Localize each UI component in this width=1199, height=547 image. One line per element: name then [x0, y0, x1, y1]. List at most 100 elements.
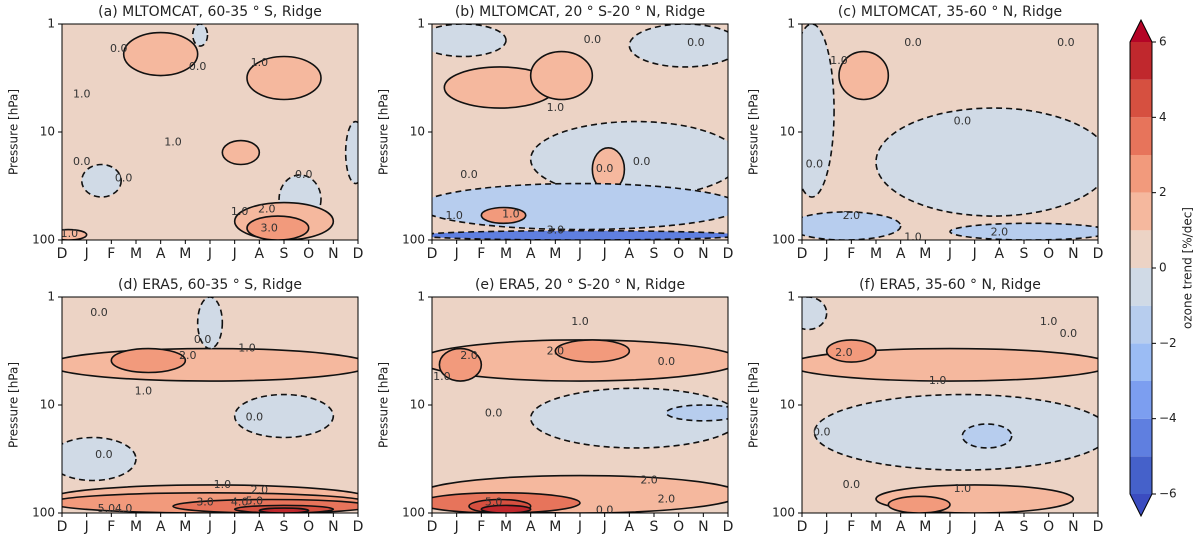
- y-tick-label: 100: [402, 506, 425, 520]
- x-tick-label: J: [84, 519, 89, 535]
- contour-label: 0.0: [1057, 36, 1075, 49]
- x-tick-label: D: [427, 246, 438, 262]
- contour-region: [246, 215, 310, 240]
- x-tick-label: S: [280, 246, 289, 262]
- contour-region: [196, 297, 224, 350]
- contour-label: 5.0: [98, 502, 116, 515]
- x-tick-label: O: [673, 519, 684, 535]
- contour-region: [529, 50, 594, 101]
- x-tick-label: N: [1068, 519, 1078, 535]
- contour-region: [80, 163, 123, 198]
- contour-label: 3.0: [547, 224, 565, 237]
- contour-region: [825, 339, 877, 363]
- contour-label: 1.0: [904, 231, 922, 244]
- contour-region: [875, 107, 1098, 217]
- plot-area: 2.01.01.00.00.00.0 1.0: [802, 297, 1098, 513]
- contour-label: 2.0: [843, 209, 861, 222]
- contour-region: [122, 31, 199, 77]
- contour-region: [432, 182, 728, 231]
- x-tick-label: D: [723, 519, 734, 535]
- x-tick-label: J: [577, 246, 582, 262]
- contour-label: 5.0: [485, 496, 503, 509]
- colorbar-band: [1130, 155, 1152, 193]
- contour-label: 1.0: [164, 135, 182, 148]
- contour-label: 0.0: [90, 306, 108, 319]
- x-tick-label: M: [130, 246, 142, 262]
- x-tick-label: N: [328, 519, 338, 535]
- contour-label: 0.0: [485, 407, 503, 420]
- contour-region: [432, 229, 728, 240]
- contour-region: [628, 24, 728, 68]
- x-tick-label: N: [698, 246, 708, 262]
- x-tick-label: D: [427, 519, 438, 535]
- contour-region: [480, 504, 532, 513]
- contour-label: 1.0: [433, 370, 451, 383]
- contour-label: 0.0: [687, 36, 705, 49]
- x-tick-label: J: [602, 519, 607, 535]
- y-tick-label: 10: [780, 125, 795, 139]
- x-tick-label: N: [328, 246, 338, 262]
- x-tick-label: J: [454, 519, 459, 535]
- plot-area: 0.0 0.0 1.0 1.0 1.0 0.0 0.0 0.0 1.0 2.0 3.0 1.0: [62, 24, 358, 240]
- x-tick-label: A: [896, 519, 906, 535]
- contour-label: 2.0: [991, 225, 1009, 238]
- contour-label: 2.0: [179, 349, 197, 362]
- x-tick-label: O: [303, 519, 314, 535]
- colorbar-tick-label: 0: [1159, 261, 1167, 275]
- contour-label: 0.0: [813, 426, 831, 439]
- colorbar-tick-label: 6: [1159, 35, 1167, 49]
- contour-label: 1.0: [502, 207, 520, 220]
- contour-label: 0.0: [189, 60, 207, 73]
- x-tick-label: N: [1068, 246, 1078, 262]
- contour-label: 0.0: [843, 478, 861, 491]
- contour-region: [438, 347, 483, 382]
- contour-label: 0.0: [115, 172, 133, 185]
- y-axis-label: Pressure [hPa]: [747, 362, 761, 448]
- x-tick-label: A: [255, 246, 265, 262]
- x-tick-label: M: [179, 246, 191, 262]
- contour-region: [110, 347, 187, 374]
- panel-title: (e) ERA5, 20 ° S-20 ° N, Ridge: [475, 277, 685, 293]
- colorbar-band: [1130, 117, 1152, 155]
- x-tick-label: D: [797, 246, 808, 262]
- contour-label: 1.0: [929, 374, 947, 387]
- contour-region: [813, 393, 1098, 471]
- panel-title: (d) ERA5, 60-35 ° S, Ridge: [118, 277, 302, 293]
- contour-region: [802, 24, 835, 198]
- contour-label: 2.0: [658, 493, 676, 506]
- x-tick-label: A: [896, 246, 906, 262]
- y-tick-label: 10: [410, 125, 425, 139]
- x-tick-label: J: [602, 246, 607, 262]
- panel-title: (c) MLTOMCAT, 35-60 ° N, Ridge: [838, 4, 1062, 20]
- colorbar-band: [1130, 192, 1152, 231]
- x-tick-label: J: [84, 246, 89, 262]
- y-tick-label: 10: [40, 125, 55, 139]
- contour-label: 0.0: [904, 36, 922, 49]
- x-tick-label: J: [824, 519, 829, 535]
- y-tick-label: 10: [780, 398, 795, 412]
- plot-area: 1.02.02.01.00.00.02.05.0 2.00.0: [432, 297, 728, 513]
- contour-label: 0.0: [194, 333, 212, 346]
- colorbar-band: [1130, 268, 1152, 306]
- colorbar-band: [1130, 230, 1152, 268]
- contour-region: [887, 495, 951, 513]
- x-tick-label: M: [870, 519, 882, 535]
- x-tick-label: J: [947, 519, 952, 535]
- x-tick-label: S: [650, 246, 659, 262]
- contour-label: 0.0: [73, 155, 91, 168]
- contour-label: 1.0: [1040, 315, 1058, 328]
- contour-region: [246, 55, 322, 101]
- colorbar-band: [1130, 79, 1152, 118]
- contour-label: 1.0: [445, 209, 463, 222]
- y-tick-label: 1: [47, 290, 55, 304]
- contour-label: 2.0: [258, 202, 276, 215]
- contour-region: [62, 228, 88, 240]
- panel-title: (a) MLTOMCAT, 60-35 ° S, Ridge: [98, 4, 322, 20]
- contour-label: 2.0: [835, 346, 853, 359]
- contour-label: 0.0: [806, 158, 824, 171]
- contour-label: 0.0: [584, 33, 602, 46]
- x-tick-label: D: [797, 519, 808, 535]
- colorbar-tick-label: 4: [1159, 110, 1167, 124]
- contour-region: [554, 339, 631, 363]
- x-tick-label: M: [500, 246, 512, 262]
